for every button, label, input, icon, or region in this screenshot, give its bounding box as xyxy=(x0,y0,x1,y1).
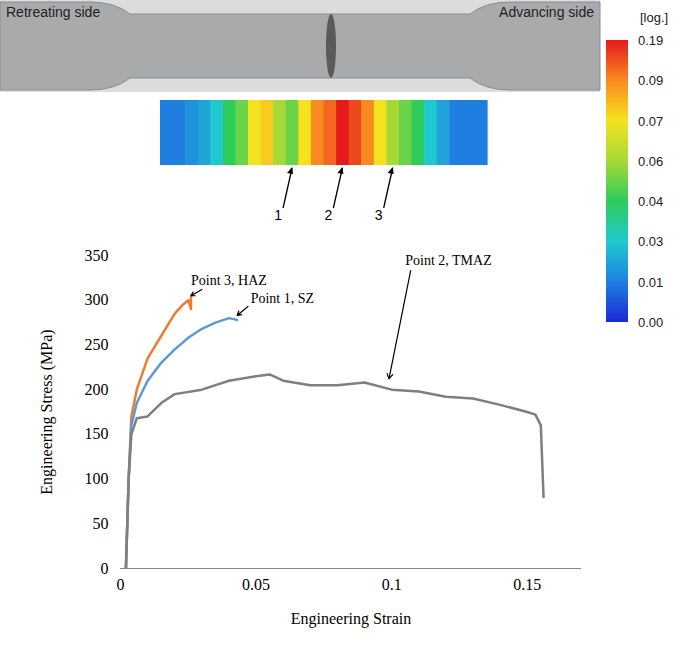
svg-text:0.07: 0.07 xyxy=(638,114,663,129)
svg-text:0: 0 xyxy=(101,560,109,577)
svg-text:0.05: 0.05 xyxy=(242,576,270,593)
svg-text:300: 300 xyxy=(85,291,109,308)
svg-text:[log.]: [log.] xyxy=(640,10,668,25)
svg-text:350: 350 xyxy=(85,247,109,264)
svg-text:Engineering Stress (MPa): Engineering Stress (MPa) xyxy=(38,329,56,494)
svg-text:0.09: 0.09 xyxy=(638,73,663,88)
svg-text:Advancing side: Advancing side xyxy=(499,4,594,20)
svg-text:100: 100 xyxy=(85,470,109,487)
svg-text:0.00: 0.00 xyxy=(638,315,663,330)
svg-text:Point 1, SZ: Point 1, SZ xyxy=(251,291,314,306)
svg-text:0: 0 xyxy=(117,576,125,593)
svg-text:2: 2 xyxy=(324,207,332,223)
svg-text:Point 2, TMAZ: Point 2, TMAZ xyxy=(405,253,491,268)
svg-text:0.01: 0.01 xyxy=(638,275,663,290)
svg-text:0.1: 0.1 xyxy=(382,576,402,593)
svg-text:1: 1 xyxy=(274,207,282,223)
svg-text:0.19: 0.19 xyxy=(638,33,663,48)
svg-text:3: 3 xyxy=(375,207,383,223)
svg-text:0.15: 0.15 xyxy=(513,576,541,593)
svg-text:0.03: 0.03 xyxy=(638,234,663,249)
svg-text:0.04: 0.04 xyxy=(638,194,663,209)
svg-text:0.06: 0.06 xyxy=(638,154,663,169)
svg-text:50: 50 xyxy=(93,515,109,532)
svg-text:Point 3, HAZ: Point 3, HAZ xyxy=(191,273,267,288)
svg-text:150: 150 xyxy=(85,425,109,442)
svg-text:Retreating side: Retreating side xyxy=(6,4,100,20)
svg-text:Engineering Strain: Engineering Strain xyxy=(291,610,411,628)
svg-text:250: 250 xyxy=(85,336,109,353)
svg-text:200: 200 xyxy=(85,381,109,398)
